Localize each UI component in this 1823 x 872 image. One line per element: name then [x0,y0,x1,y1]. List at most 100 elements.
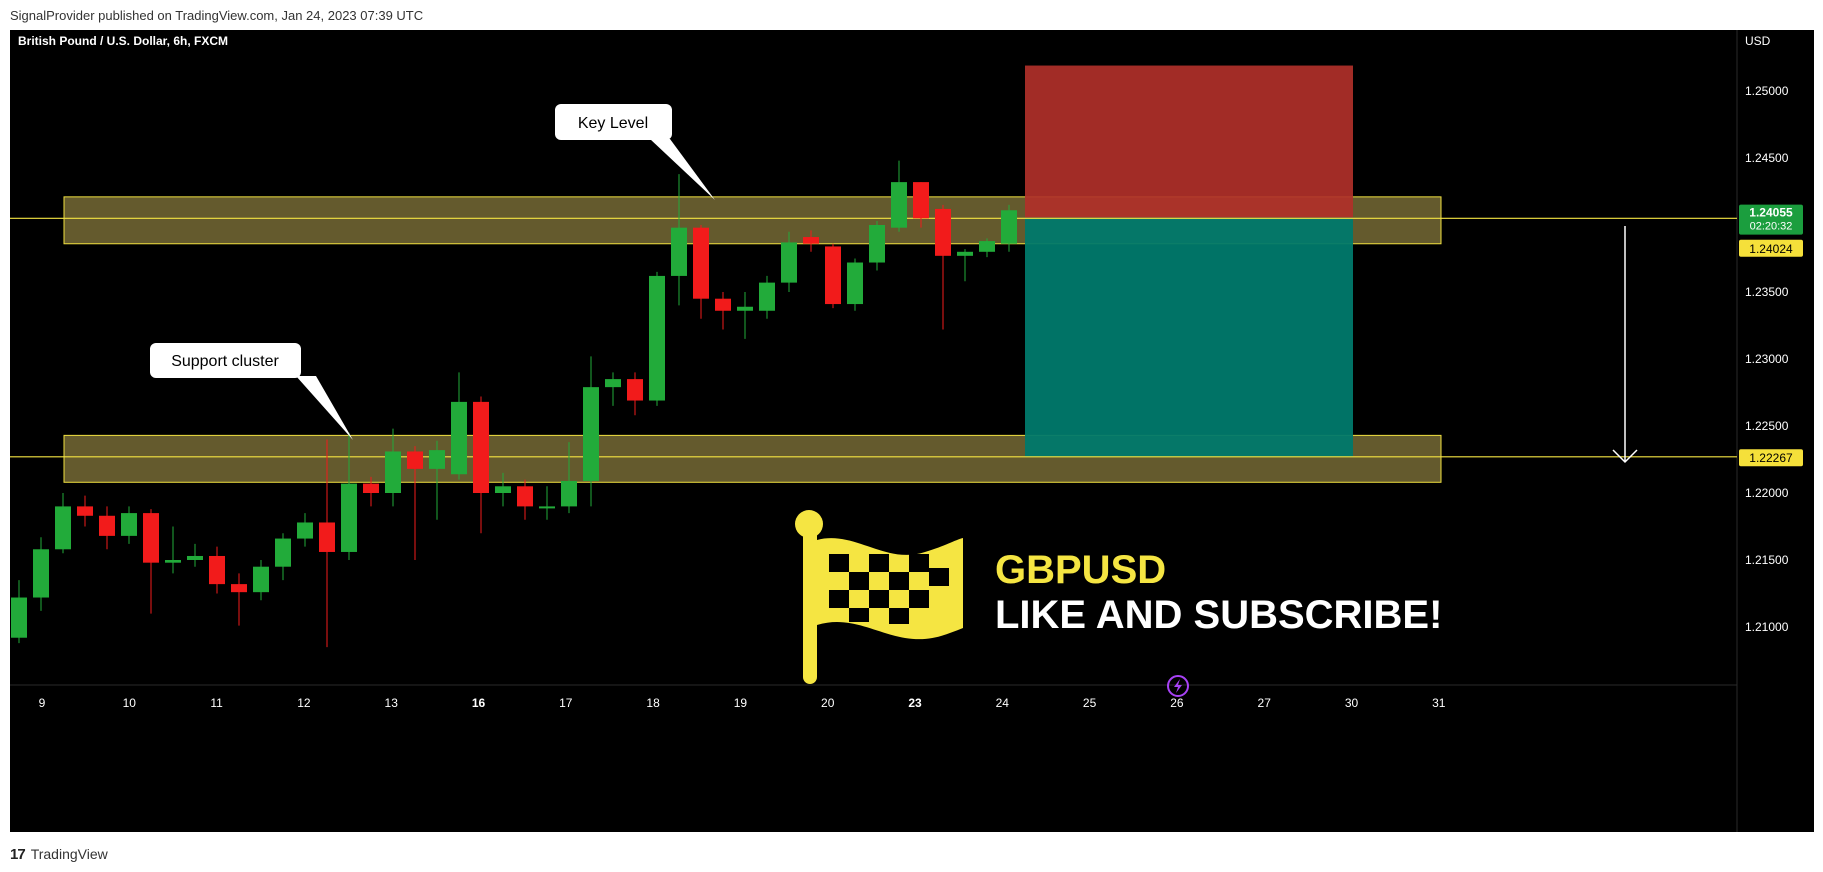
candle-body [495,486,511,493]
candle [473,396,489,534]
time-tick-label: 25 [1083,696,1097,710]
candle-body [693,227,709,299]
candle [781,231,797,292]
time-tick-label: 16 [472,696,486,710]
footer: 17 TradingView [10,843,108,865]
candle-body [1001,210,1017,244]
take-profit-zone [1025,217,1353,457]
current-price-tag-bg [1739,204,1803,235]
candle-body [517,486,533,507]
price-axis[interactable]: 1.250001.245001.240001.235001.230001.225… [1745,84,1789,634]
candle [605,372,621,406]
candle-body [715,298,731,311]
candle [495,472,511,507]
candle [143,509,159,614]
price-tick-label: 1.23500 [1745,285,1789,299]
time-tick-label: 11 [210,696,223,710]
lightning-icon[interactable] [1167,675,1189,697]
candle-body [759,282,775,311]
price-tick-label: 1.24500 [1745,151,1789,165]
candle-body [649,275,665,401]
time-tick-label: 27 [1258,696,1272,710]
candle [11,580,27,644]
candle-body [55,506,71,550]
watermark-symbol: GBPUSD [995,548,1166,592]
candle-body [319,522,335,552]
candle-body [957,251,973,256]
candle [957,249,973,282]
candle-body [583,387,599,481]
support-cluster-callout-box [150,343,301,378]
time-tick-label: 31 [1432,696,1446,710]
chart-frame[interactable]: British Pound / U.S. Dollar, 6h, FXCM US… [10,30,1814,832]
time-tick-label: 26 [1170,696,1184,710]
time-axis[interactable]: 9 10 11 12 13 16 17 18 19 20 23 24 25 26 27 30 31 [39,696,1446,710]
price-tick-label: 1.25000 [1745,84,1789,98]
candle-body [209,555,225,585]
candle-body [143,513,159,563]
candle-body [363,483,379,493]
stop-loss-zone [1025,65,1353,218]
candle [715,292,731,330]
time-tick-label: 19 [734,696,748,710]
time-tick-label: 17 [559,696,573,710]
candle [1001,204,1017,252]
candle [759,275,775,319]
candle [913,182,929,228]
candle [935,204,951,330]
candles-layer [11,160,1017,648]
candle [649,271,665,406]
current-price-value: 1.24055 [1749,206,1793,220]
time-tick-label: 10 [123,696,137,710]
checkered-flag-icon [795,510,963,684]
price-tick-label: 1.21000 [1745,620,1789,634]
candle-body [847,262,863,305]
candle [693,225,709,319]
candle [33,537,49,611]
time-tick-label: 9 [39,696,46,710]
candle-body [253,566,269,593]
candle [165,526,181,574]
candle-body [825,246,841,305]
candle-body [627,379,643,401]
candle-body [11,597,27,638]
candle [385,428,401,507]
price-tag-value: 1.22267 [1749,451,1793,465]
key-level-label: Key Level [578,115,648,132]
candle [671,174,687,306]
candle [231,573,247,626]
short-position-tool[interactable] [1025,65,1353,457]
key-level-callout[interactable]: Key Level [555,104,715,200]
price-chart[interactable]: British Pound / U.S. Dollar, 6h, FXCM US… [10,30,1814,832]
candle [627,372,643,416]
candle [77,495,93,527]
candle-body [33,549,49,598]
candle [825,243,841,309]
candle-body [473,401,489,493]
key-level-callout-pointer [650,139,715,200]
price-tag-value: 1.24024 [1749,242,1793,256]
candle [297,513,313,547]
candle-body [451,401,467,475]
candle [99,506,115,550]
candle-body [77,506,93,516]
candle [319,439,335,648]
candle-body [539,506,555,509]
tradingview-brand: TradingView [30,846,108,862]
candle-body [737,306,753,311]
candle-body [187,555,203,560]
publisher-header: SignalProvider published on TradingView.… [10,8,424,23]
time-tick-label: 18 [646,696,660,710]
candle-body [979,241,995,252]
time-tick-label: 23 [908,696,922,710]
candle [517,479,533,520]
horizontal-lines-layer [10,217,1737,458]
support-cluster-callout[interactable]: Support cluster [150,343,353,440]
candle-body [561,480,577,507]
candle [539,486,555,520]
candle-body [341,483,357,552]
candle [891,160,907,232]
candle-body [275,538,291,567]
tradingview-logo-icon: 17 [10,845,26,863]
candle [363,476,379,507]
